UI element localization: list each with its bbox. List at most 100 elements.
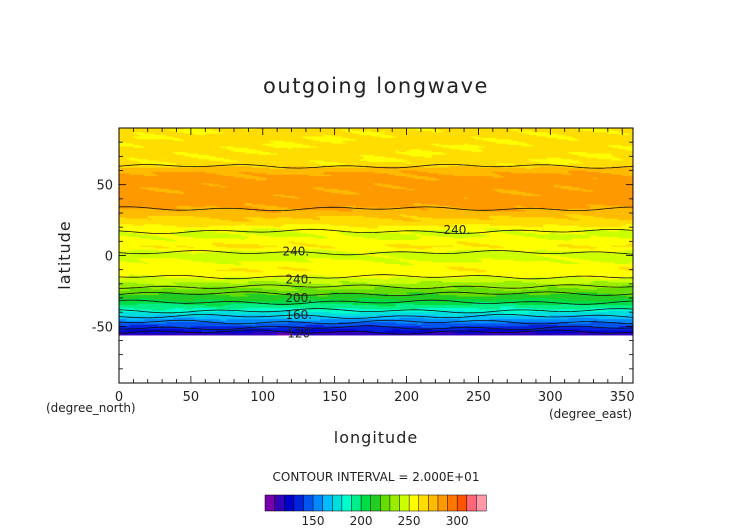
heat-cell [377, 139, 382, 142]
heat-cell [593, 130, 598, 133]
heat-cell [259, 146, 264, 149]
heat-cell [284, 147, 289, 150]
heat-cell [187, 140, 192, 143]
heat-cell [424, 147, 429, 150]
heat-cell [154, 143, 160, 146]
heat-cell [284, 150, 289, 153]
heat-cell [341, 128, 347, 131]
heat-cell [564, 149, 569, 152]
heat-cell [413, 149, 418, 152]
heat-cell [521, 142, 526, 145]
heat-cell [302, 136, 307, 139]
heat-cell [295, 142, 300, 145]
heat-cell [424, 135, 429, 138]
heat-cell [230, 140, 235, 143]
heat-cell [622, 146, 627, 149]
heat-cell [503, 135, 508, 138]
heat-cell [345, 132, 350, 135]
heat-cell [464, 145, 469, 148]
heat-cell [323, 130, 329, 133]
heat-cell [323, 143, 329, 146]
heat-cell [489, 132, 494, 135]
heat-cell [589, 136, 595, 139]
heat-cell [277, 143, 282, 146]
heat-cell [575, 145, 580, 148]
heat-cell [216, 147, 221, 150]
heat-cell [402, 145, 408, 148]
heat-cell [334, 142, 339, 145]
heat-cell [147, 147, 152, 150]
heat-cell [618, 133, 623, 136]
heat-cell [226, 130, 232, 133]
heat-cell [568, 128, 573, 131]
heat-cell [295, 149, 300, 152]
heat-cell [410, 149, 415, 152]
heat-cell [485, 139, 490, 142]
heat-cell [216, 139, 221, 142]
heat-cell [402, 142, 408, 145]
heat-cell [327, 129, 332, 132]
heat-cell [604, 146, 609, 149]
heat-cell [507, 130, 512, 133]
heat-cell [553, 146, 559, 149]
heat-cell [539, 130, 544, 133]
heat-cell [126, 142, 131, 145]
heat-cell [597, 136, 602, 139]
heat-cell [198, 129, 203, 132]
heat-cell [589, 145, 595, 148]
heat-cell [410, 130, 415, 133]
heat-cell [571, 143, 577, 146]
heat-cell [140, 128, 145, 131]
heat-cell [579, 140, 584, 143]
heat-cell [273, 132, 278, 135]
heat-cell [568, 137, 573, 140]
heat-cell [399, 147, 404, 150]
heat-cell [136, 130, 142, 133]
heat-cell [492, 145, 498, 148]
heat-cell [589, 130, 595, 133]
heat-cell [273, 147, 278, 150]
heat-cell [384, 137, 390, 140]
heat-cell [295, 143, 300, 146]
heat-cell [176, 143, 181, 146]
heat-cell [212, 129, 217, 132]
heat-cell [345, 133, 350, 136]
heat-cell [424, 133, 429, 136]
heat-cell [154, 140, 160, 143]
heat-cell [234, 150, 239, 153]
heat-cell [302, 143, 307, 146]
heat-cell [291, 142, 296, 145]
heat-cell [201, 136, 206, 139]
heat-cell [467, 140, 472, 143]
heat-cell [561, 139, 566, 142]
heat-cell [277, 136, 282, 139]
heat-cell [402, 129, 408, 132]
heat-cell [367, 147, 372, 150]
heat-cell [514, 150, 519, 153]
heat-cell [144, 133, 149, 136]
heat-cell [320, 140, 325, 143]
heat-cell [507, 145, 512, 148]
heat-cell [600, 147, 605, 150]
heat-cell [126, 149, 131, 152]
heat-cell [431, 149, 436, 152]
heat-cell [507, 137, 512, 140]
heat-cell [586, 140, 591, 143]
heat-cell [438, 136, 444, 139]
heat-cell [532, 146, 537, 149]
heat-cell [417, 130, 422, 133]
heat-cell [464, 132, 469, 135]
heat-cell [273, 146, 278, 149]
heat-cell [561, 132, 566, 135]
heat-cell [198, 142, 203, 145]
heat-cell [352, 133, 357, 136]
heat-cell [147, 132, 152, 135]
heat-cell [625, 132, 630, 135]
heat-cell [345, 145, 350, 148]
heat-cell [629, 128, 633, 131]
heat-cell [352, 139, 357, 142]
heat-cell [129, 129, 134, 132]
heat-cell [244, 130, 249, 133]
heat-cell [528, 150, 533, 153]
heat-cell [521, 128, 526, 131]
